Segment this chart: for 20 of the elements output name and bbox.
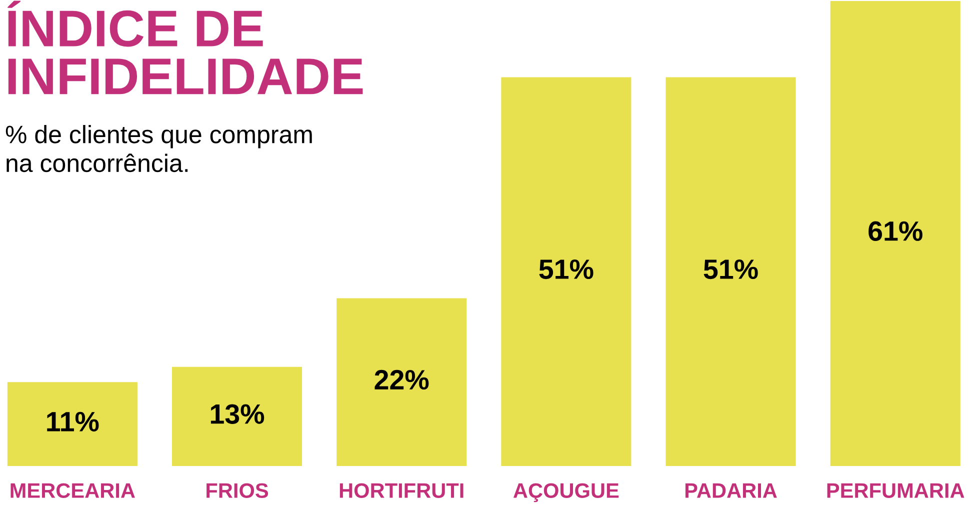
text: % de clientes que compram na concorrência. (6, 125, 312, 172)
bar (172, 366, 302, 466)
x-tick-label: MERCEARIA (10, 483, 135, 498)
bar (336, 298, 467, 466)
data-label: 13% (210, 404, 264, 424)
data-label: 51% (539, 259, 594, 280)
bar (666, 77, 796, 466)
bar (7, 382, 138, 466)
x-tick-label: PADARIA (685, 483, 777, 498)
data-label: 61% (868, 221, 922, 241)
bar (830, 1, 960, 466)
bar (501, 77, 632, 466)
x-tick-label: FRIOS (206, 483, 268, 498)
data-label: 11% (47, 412, 99, 432)
x-tick-label: AÇOUGUE (513, 483, 619, 502)
data-label: 51% (704, 259, 758, 280)
x-tick-label: HORTIFRUTI (340, 483, 464, 498)
chart-title: ÍNDICE DE INFIDELIDADE (8, 0, 363, 94)
data-label: 22% (374, 370, 429, 390)
x-tick-label: PERFUMARIA (827, 483, 964, 498)
